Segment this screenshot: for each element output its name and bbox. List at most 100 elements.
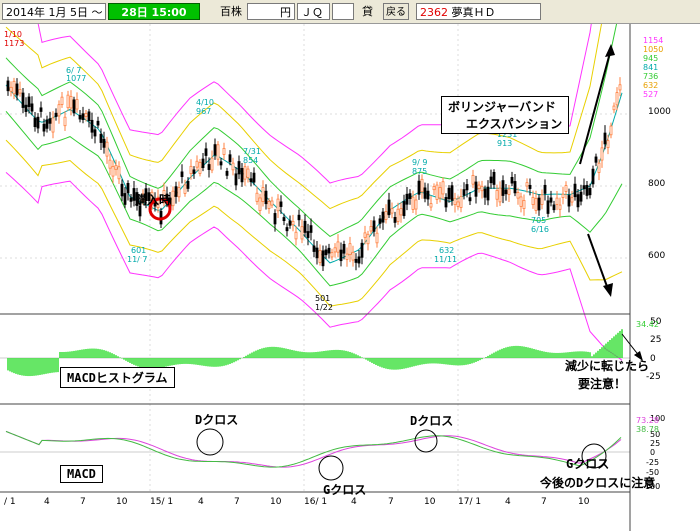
candle-body [213,144,217,156]
back-button[interactable]: 戻る [383,3,409,20]
candle-body [345,253,349,260]
candle-body [135,192,139,206]
label-12-31-val: 913 [497,139,512,148]
candle-body [156,196,160,209]
label-low-6-16: 6/16 [531,225,549,234]
candle-body [210,157,214,171]
candle-body [12,80,16,95]
candle-body [231,162,235,171]
histogram-label: MACDヒストグラム [60,367,175,388]
candle-body [120,183,124,197]
candle-body [141,193,145,203]
candle-body [546,200,550,214]
hist-value: 34.42 [636,320,659,329]
candle-body [426,190,430,200]
dcross-circle-1 [196,428,224,456]
candle-body [312,245,316,252]
candle-body [477,184,481,189]
candle-body [351,251,355,261]
candle-body [609,125,613,136]
candle-body [531,196,535,205]
candle-body [162,190,166,203]
candle-body [390,208,394,214]
candle-body [267,201,271,209]
candle-body [240,168,244,183]
candle-body [183,184,187,194]
candle-body [222,148,226,155]
candle-body [567,195,571,207]
candle-body [207,164,211,170]
candle-body [423,187,427,199]
candle-body [402,201,406,217]
candle-body [228,154,232,163]
candle-body [255,192,259,202]
candle-body [456,201,460,207]
x-tick-3: 10 [116,497,128,507]
dcross-label-2: Dクロス [410,414,454,428]
end-date-field[interactable]: 28日 15:00 [108,3,200,20]
candle-body [378,218,382,224]
blank-field[interactable] [332,3,354,20]
currency-field[interactable]: 円 [247,3,295,20]
candle-body [282,217,286,222]
candle-body [72,99,76,114]
candle-body [348,243,352,255]
band-legend-3: 945 [643,54,658,63]
label-4-10-val: 967 [196,107,211,116]
band-legend-6: 632 [643,81,658,90]
candle-body [60,96,64,105]
candle-body [9,86,13,92]
x-tick-9: 4 [351,497,357,507]
stock-field[interactable]: 2362 夢真ＨＤ [416,3,541,20]
candle-body [372,220,376,232]
candle-body [519,196,523,207]
candle-body [309,225,313,233]
x-tick-1: 4 [44,497,50,507]
candle-body [189,165,193,174]
candle-body [264,190,268,205]
candle-body [330,252,334,258]
candle-body [126,183,130,194]
candle-body [186,180,190,189]
candle-body [63,116,67,127]
lower-arrowhead [603,283,613,297]
candle-body [15,83,19,96]
candle-body [381,211,385,223]
candle-body [291,220,295,226]
candle-body [306,231,310,238]
band-minus-3sigma [5,172,623,361]
candle-body [105,141,109,157]
candle-body [540,194,544,205]
candle-body [369,225,373,232]
market-field[interactable]: ＪＱ [297,3,330,20]
candle-body [384,211,388,220]
macd-tick-50: 50 [650,430,660,439]
band-minus-2sigma [5,139,623,307]
stock-code: 2362 [420,6,448,19]
candle-body [492,171,496,185]
candle-body [591,168,595,185]
candle-body [498,187,502,203]
candle-body [471,175,475,185]
hist-tick-50: 50 [650,317,662,327]
candle-body [411,196,415,210]
candle-body [45,119,49,129]
candle-body [525,182,529,187]
start-date-field[interactable]: 2014年 1月 5日 ～ [2,3,106,20]
candle-body [336,241,340,253]
candle-body [177,187,181,198]
candle-body [597,162,601,173]
x-tick-0: / 1 [4,497,16,507]
gcross-circle-1 [318,455,344,481]
candle-body [195,160,199,168]
candle-body [252,172,256,183]
candle-body [246,168,250,178]
candle-body [180,171,184,177]
candle-body [570,197,574,203]
candle-body [6,80,10,92]
candle-body [465,184,469,191]
x-tick-8: 16/ 1 [304,497,327,507]
candle-body [57,104,61,117]
unit-label: 百株 [220,5,242,18]
